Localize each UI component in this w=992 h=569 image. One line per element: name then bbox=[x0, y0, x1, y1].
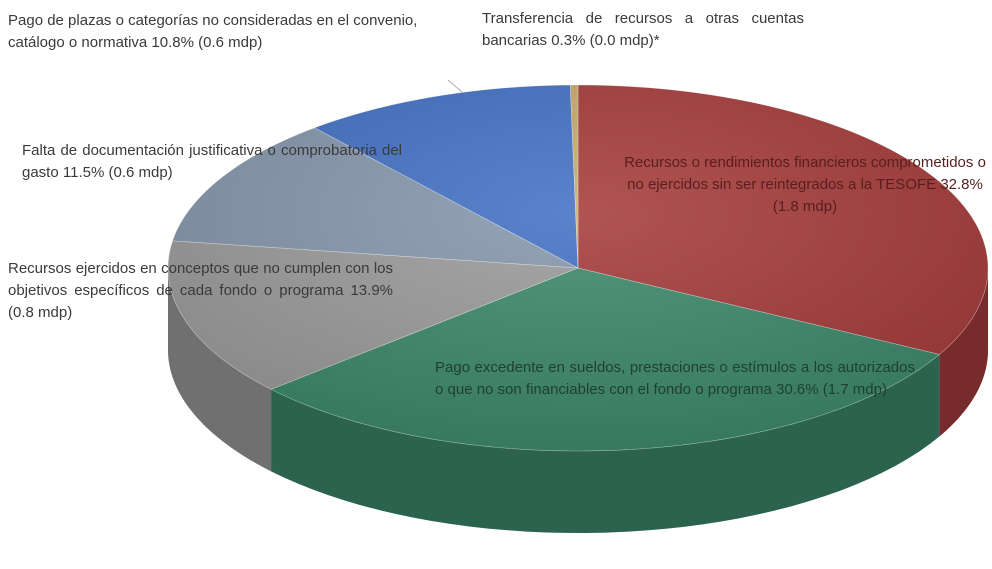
category-label: Falta de documentación justificativa o c… bbox=[22, 142, 402, 181]
value-label: 30.6% (1.7 mdp) bbox=[776, 381, 887, 398]
leader-line bbox=[447, 79, 463, 93]
category-label: Transferencia de recursos a otras cuenta… bbox=[482, 10, 804, 49]
side-shade bbox=[271, 354, 940, 533]
value-label: 32.8% (1.8 mdp) bbox=[772, 176, 983, 215]
side-shade bbox=[939, 268, 988, 437]
category-label: Pago excedente en sueldos, prestaciones … bbox=[435, 359, 915, 398]
category-label: Recursos ejercidos en conceptos que no c… bbox=[8, 260, 393, 299]
slice-label: Recursos ejercidos en conceptos que no c… bbox=[8, 258, 393, 324]
side-shade bbox=[168, 268, 272, 472]
value-label: 10.8% (0.6 mdp) bbox=[151, 34, 263, 51]
slice-side bbox=[168, 268, 272, 472]
slice-label: Pago excedente en sueldos, prestaciones … bbox=[435, 357, 915, 401]
value-label: 0.3% (0.0 mdp)* bbox=[551, 32, 660, 49]
slice-label: Pago de plazas o categorías no considera… bbox=[8, 10, 468, 54]
slice-side bbox=[271, 354, 940, 533]
slice-label: Recursos o rendimientos financieros comp… bbox=[620, 152, 990, 218]
top-sheen bbox=[168, 85, 988, 451]
category-label: Recursos o rendimientos financieros comp… bbox=[624, 154, 986, 193]
value-label: 13.9% (0.8 mdp) bbox=[8, 282, 394, 321]
slice-label: Transferencia de recursos a otras cuenta… bbox=[482, 8, 804, 52]
slice-side bbox=[939, 268, 988, 437]
category-label: Pago de plazas o categorías no considera… bbox=[8, 12, 418, 51]
value-label: 11.5% (0.6 mdp) bbox=[62, 164, 173, 181]
slice-label: Falta de documentación justificativa o c… bbox=[22, 140, 402, 184]
